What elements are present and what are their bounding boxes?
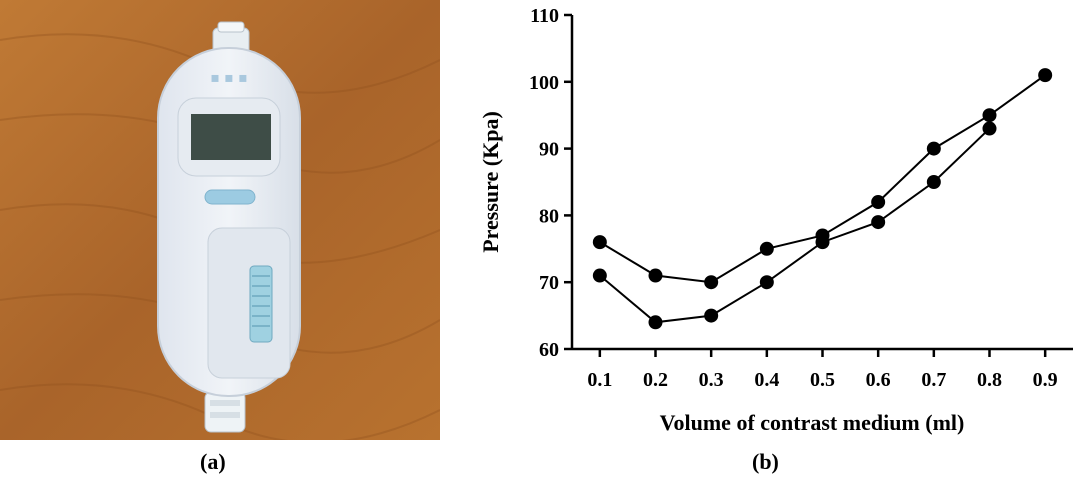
y-tick-label: 100 [529, 72, 559, 94]
series-1-point [926, 141, 941, 156]
x-tick-label: 0.3 [699, 369, 724, 391]
series-2-line [599, 127, 991, 324]
device-button [204, 189, 256, 205]
y-tick-label: 80 [539, 205, 559, 227]
series-1-point [759, 241, 774, 256]
series-2-point [759, 275, 774, 290]
x-tick-label: 0.5 [810, 369, 835, 391]
series-1-point [982, 108, 997, 123]
series-1-point [704, 275, 719, 290]
bottom-connector [204, 391, 246, 433]
control-panel [207, 227, 291, 379]
x-tick-label: 0.1 [587, 369, 612, 391]
series-2-point [815, 235, 830, 250]
series-2-point [871, 215, 886, 230]
panel-b-label: (b) [752, 449, 779, 474]
chart-axes [570, 15, 1073, 351]
series-1-point [1038, 68, 1053, 83]
series-2-point [648, 315, 663, 330]
y-tick-label: 110 [530, 5, 559, 27]
y-tick-label: 70 [539, 272, 559, 294]
series-2-point [926, 175, 941, 189]
series-1-point [592, 235, 607, 250]
x-tick-label: 0.7 [921, 369, 946, 391]
series-1-point [648, 268, 663, 283]
lcd-screen [191, 114, 271, 160]
series-1-point [871, 195, 886, 210]
y-tick-label: 90 [539, 139, 559, 161]
series-1-line [599, 74, 1046, 284]
chart-series [592, 68, 1053, 330]
pressure-volume-chart: 60 70 80 90 100 110 0.1 0.2 0.3 0.4 0.5 0.6 0.7 0.8 0.… [478, 5, 1073, 435]
x-axis-title: Volume of contrast medium (ml) [660, 410, 965, 435]
scroll-wheel [249, 265, 273, 343]
x-tick-label: 0.6 [866, 369, 891, 391]
series-2-point [704, 308, 719, 323]
y-axis-title: Pressure (Kpa) [478, 111, 503, 253]
x-tick-label: 0.9 [1033, 369, 1058, 391]
y-tick-label: 60 [539, 339, 559, 361]
svg-text:▪ ▪ ▪: ▪ ▪ ▪ [210, 70, 247, 86]
panel-a-label: (a) [200, 449, 226, 474]
series-2-point [592, 268, 607, 283]
device-photo: ▪ ▪ ▪ [0, 0, 440, 440]
chart-ticks: 60 70 80 90 100 110 0.1 0.2 0.3 0.4 0.5 0.6 0.7 0.8 0.… [529, 5, 1058, 391]
x-tick-label: 0.2 [643, 369, 668, 391]
series-2-point [982, 121, 997, 136]
x-tick-label: 0.4 [754, 369, 779, 391]
x-tick-label: 0.8 [977, 369, 1002, 391]
